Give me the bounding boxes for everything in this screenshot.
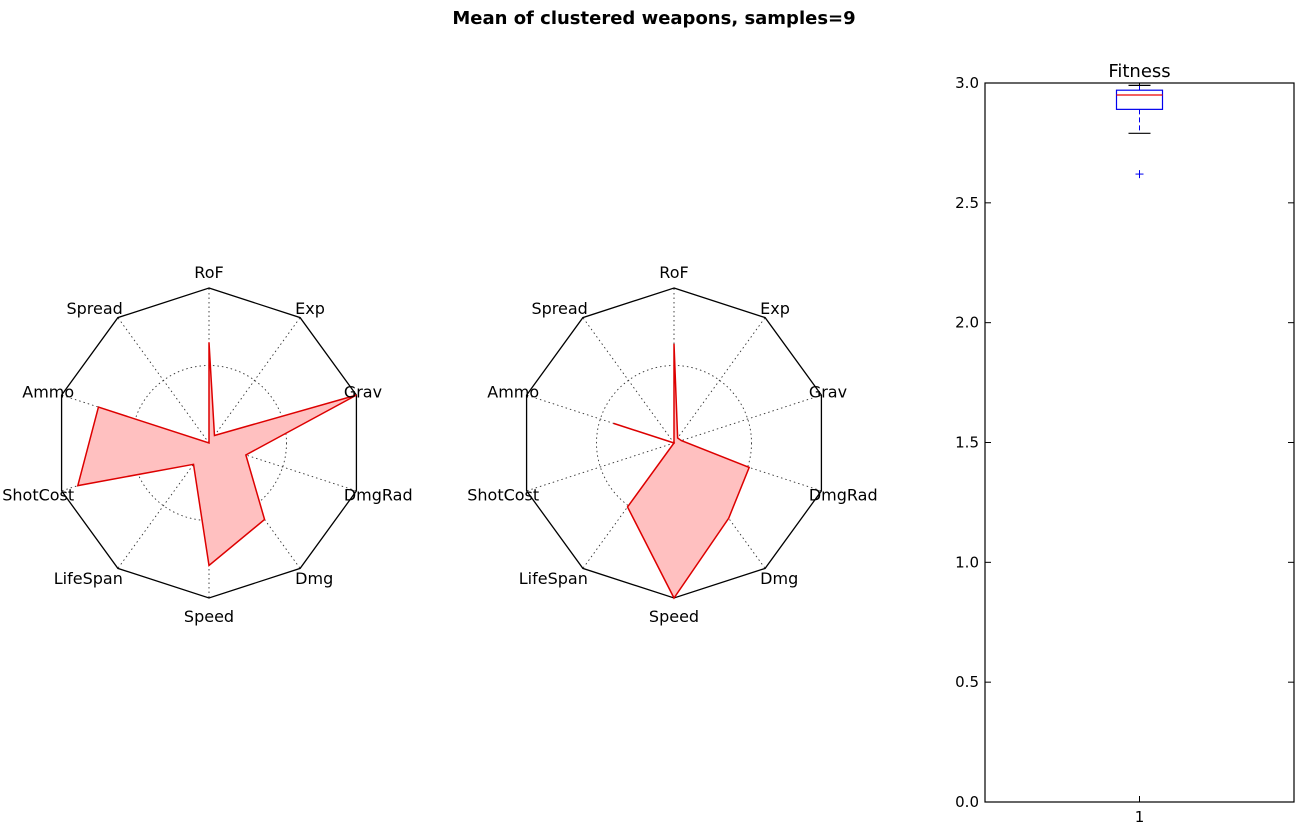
radar-axis-label-dmg: Dmg: [760, 569, 798, 588]
boxplot-frame: [984, 82, 1295, 803]
radar-axis-label-lifespan: LifeSpan: [54, 569, 123, 588]
radar-axis-label-rof: RoF: [659, 263, 688, 282]
radar-axis-label-rof: RoF: [194, 263, 223, 282]
y-tick-label: 0.0: [955, 793, 979, 811]
radar-axis-label-dmg: Dmg: [295, 569, 333, 588]
y-tick-label: 2.5: [955, 194, 979, 212]
radar-axis-label-shotcost: ShotCost: [2, 486, 74, 505]
radar-axis-label-grav: Grav: [344, 382, 382, 401]
radar-spoke-grav: [673, 394, 822, 444]
radar-spoke-exp: [673, 317, 766, 444]
radar-axis-label-ammo: Ammo: [487, 382, 539, 401]
radar-axis-label-lifespan: LifeSpan: [519, 569, 588, 588]
radar-axis-label-grav: Grav: [809, 382, 847, 401]
radar-axis-label-speed: Speed: [649, 607, 699, 626]
radar-axis-label-exp: Exp: [295, 299, 325, 318]
boxplot-box: [1115, 89, 1164, 110]
boxplot-title: Fitness: [1108, 61, 1170, 82]
radar-series-fill: [613, 343, 750, 598]
y-tick-label: 3.0: [955, 74, 979, 92]
radar-series-fill: [77, 342, 357, 566]
radar-axis-label-speed: Speed: [184, 607, 234, 626]
radar-spoke-lifespan: [117, 442, 210, 569]
radar-axis-label-dmgrad: DmgRad: [344, 486, 413, 505]
radar-frame: [60, 287, 358, 599]
fitness-boxplot: Fitness 0.0 0.5 1.0 1.5 2.0 2.5 3.0 1: [955, 61, 1295, 826]
y-tick-label: 0.5: [955, 673, 979, 691]
radar-chart-left: RoF Exp Grav DmgRad Dmg Speed LifeSpan ShotCost…: [2, 263, 412, 626]
radar-axis-label-dmgrad: DmgRad: [809, 486, 878, 505]
x-tick-label: 1: [1135, 808, 1145, 826]
radar-axis-label-shotcost: ShotCost: [467, 486, 539, 505]
radar-spoke-ammo: [526, 394, 675, 444]
y-tick-label: 1.5: [955, 434, 979, 452]
radar-axis-label-exp: Exp: [760, 299, 790, 318]
radar-spoke-dmgrad: [208, 442, 357, 492]
figure-title: Mean of clustered weapons, samples=9: [452, 8, 855, 29]
radar-spoke-shotcost: [526, 442, 675, 492]
radar-spoke-exp: [208, 317, 301, 444]
radar-axis-label-ammo: Ammo: [22, 382, 74, 401]
y-tick-label: 1.0: [955, 553, 979, 571]
radar-series-line: [613, 343, 751, 600]
radar-series-line: [76, 342, 357, 567]
y-tick-label: 2.0: [955, 314, 979, 332]
radar-axis-label-spread: Spread: [66, 299, 122, 318]
radar-axis-label-spread: Spread: [531, 299, 587, 318]
radar-chart-middle: RoF Exp Grav DmgRad Dmg Speed LifeSpan ShotCost…: [467, 263, 877, 626]
